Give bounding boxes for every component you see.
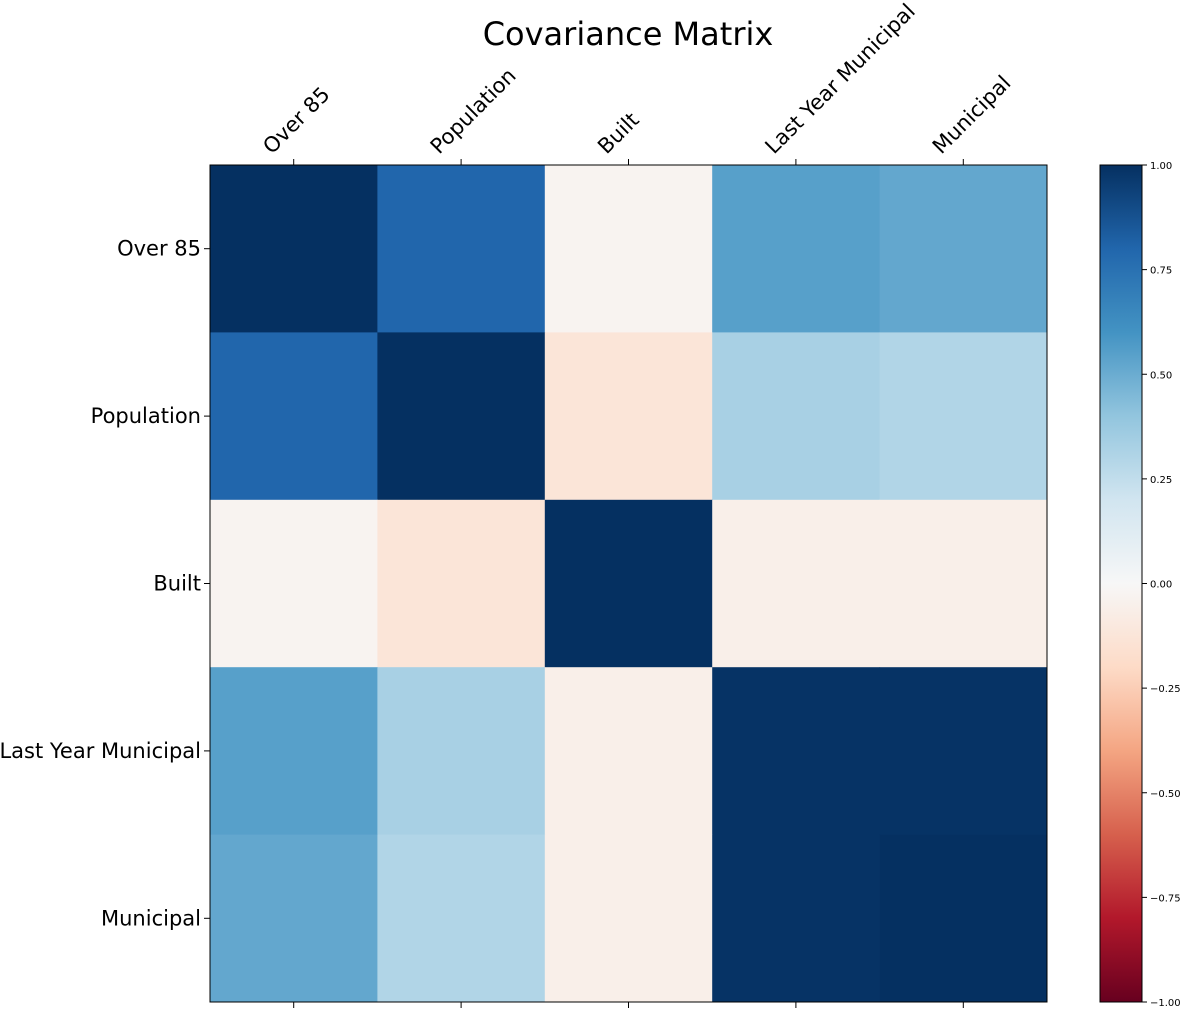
y-tick-label: Built bbox=[153, 572, 201, 596]
heatmap-cell bbox=[210, 165, 378, 333]
heatmap-cell bbox=[544, 165, 713, 333]
heatmap-cell bbox=[879, 332, 1048, 501]
heatmap-cell bbox=[544, 834, 713, 1003]
colorbar-tick-label: −0.75 bbox=[1150, 893, 1181, 904]
y-axis-ticks: Over 85 Population Built Last Year Municipa… bbox=[0, 237, 210, 930]
heatmap-cell bbox=[712, 165, 881, 333]
heatmap-cells bbox=[210, 165, 1048, 1003]
heatmap-cell bbox=[879, 667, 1048, 836]
heatmap-cell bbox=[377, 165, 546, 333]
heatmap-cell bbox=[210, 499, 378, 668]
y-tick-label: Municipal bbox=[101, 906, 201, 930]
x-tick-label: Population bbox=[426, 64, 521, 159]
heatmap-cell bbox=[712, 667, 881, 836]
heatmap-cell bbox=[712, 834, 881, 1003]
y-tick-label: Over 85 bbox=[117, 237, 201, 261]
heatmap-cell bbox=[544, 667, 713, 836]
x-tick-label: Last Year Municipal bbox=[760, 0, 919, 159]
heatmap-cell bbox=[544, 332, 713, 501]
chart-title: Covariance Matrix bbox=[483, 15, 774, 53]
colorbar-tick-label: −0.25 bbox=[1150, 684, 1181, 695]
heatmap-cell bbox=[210, 667, 378, 836]
colorbar-tick-label: −0.50 bbox=[1150, 789, 1181, 800]
x-tick-label: Built bbox=[593, 108, 644, 159]
heatmap-cell bbox=[544, 499, 713, 668]
colorbar-tick-label: 0.00 bbox=[1150, 580, 1172, 591]
heatmap-cell bbox=[210, 834, 378, 1003]
x-tick-label: Municipal bbox=[928, 71, 1016, 159]
heatmap-cell bbox=[712, 332, 881, 501]
heatmap-cell bbox=[377, 499, 546, 668]
heatmap-cell bbox=[377, 667, 546, 836]
colorbar-tick-label: 0.25 bbox=[1150, 475, 1172, 486]
heatmap-cell bbox=[712, 499, 881, 668]
heatmap-cell bbox=[879, 499, 1048, 668]
heatmap-cell bbox=[210, 332, 378, 501]
colorbar-tick-label: 1.00 bbox=[1150, 161, 1172, 172]
y-tick-label: Population bbox=[91, 404, 201, 428]
colorbar-ticks: −1.00 −0.75 −0.50 −0.25 0.00 0.25 0.50 0.75 1.00 bbox=[1142, 161, 1181, 1009]
heatmap-cell bbox=[879, 165, 1048, 333]
colorbar-tick-label: 0.75 bbox=[1150, 266, 1172, 277]
x-tick-label: Over 85 bbox=[258, 82, 334, 158]
colorbar-tick-label: −1.00 bbox=[1150, 998, 1181, 1009]
colorbar-tick-label: 0.50 bbox=[1150, 370, 1172, 381]
heatmap-cell bbox=[377, 834, 546, 1003]
heatmap-cell bbox=[377, 332, 546, 501]
heatmap-cell bbox=[879, 834, 1048, 1003]
y-tick-label: Last Year Municipal bbox=[0, 739, 201, 763]
colorbar bbox=[1099, 164, 1143, 1003]
